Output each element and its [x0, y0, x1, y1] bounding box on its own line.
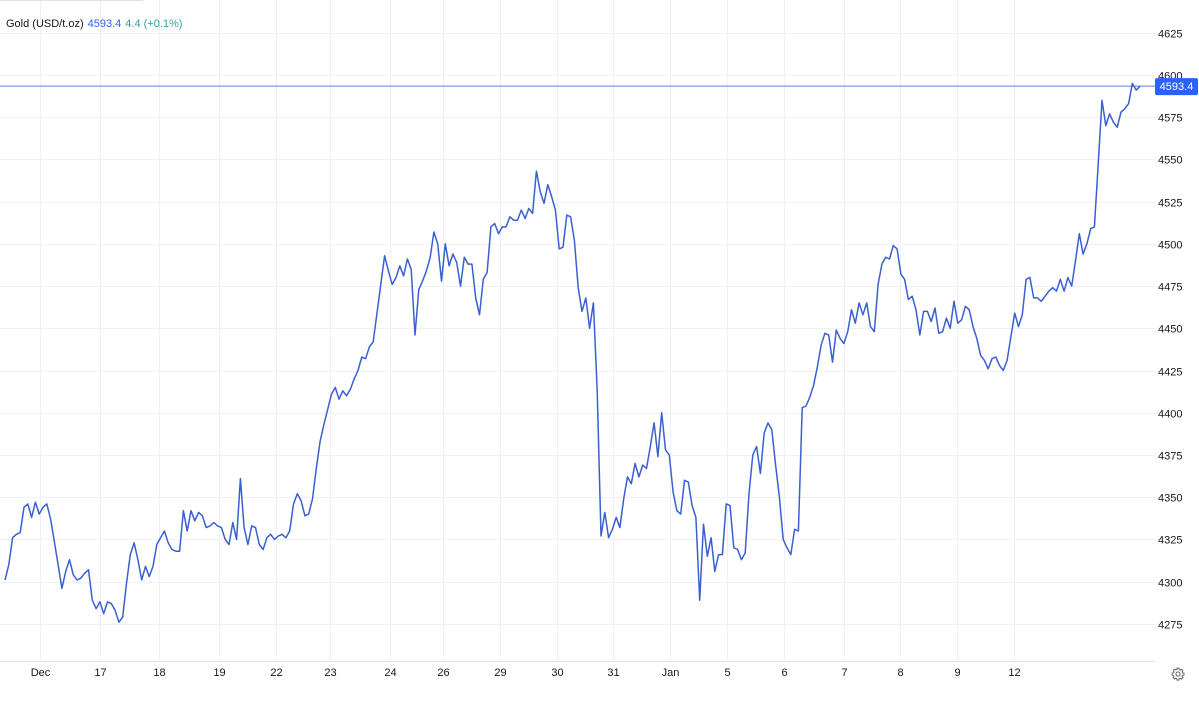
x-tick-label: 26 — [437, 667, 449, 679]
y-tick-label: 4425 — [1158, 367, 1182, 379]
y-tick-label: 4375 — [1158, 451, 1182, 463]
legend-last-value: 4593.4 — [87, 18, 122, 30]
y-tick-label: 4350 — [1158, 493, 1182, 505]
y-tick-label: 4275 — [1158, 620, 1182, 632]
y-tick-label: 4575 — [1158, 113, 1182, 125]
x-tick-label: 8 — [897, 667, 903, 679]
x-tick-label: 30 — [551, 667, 563, 679]
x-tick-label: 17 — [94, 667, 106, 679]
x-tick-label: Jan — [662, 667, 680, 679]
y-tick-label: 4525 — [1158, 198, 1182, 210]
y-tick-label: 4475 — [1158, 282, 1182, 294]
x-tick-label: Dec — [31, 667, 51, 679]
x-tick-label: 24 — [384, 667, 396, 679]
x-tick-label: 29 — [494, 667, 506, 679]
chart-legend: Gold (USD/t.oz) 4593.4 4.4 (+0.1%) — [6, 17, 182, 31]
x-tick-label: 22 — [270, 667, 282, 679]
y-tick-label: 4500 — [1158, 240, 1182, 252]
x-tick-label: 6 — [781, 667, 787, 679]
legend-change: 4.4 (+0.1%) — [125, 18, 183, 30]
price-label-layer: 4593.4 — [1155, 78, 1198, 96]
gear-icon — [1171, 667, 1185, 681]
top-divider — [0, 0, 143, 1]
x-tick-label: 9 — [954, 667, 960, 679]
y-tick-label: 4550 — [1158, 155, 1182, 167]
series-layer — [0, 82, 1155, 623]
y-tick-label: 4400 — [1158, 409, 1182, 421]
y-tick-label: 4625 — [1158, 29, 1182, 41]
axis-layer: 4275 4300 4325 4350 4375 4400 4425 4450 4475 4500… — [0, 29, 1182, 679]
gold-price-line — [4, 82, 1141, 623]
y-tick-label: 4450 — [1158, 324, 1182, 336]
y-tick-label: 4325 — [1158, 535, 1182, 547]
x-tick-label: 18 — [153, 667, 165, 679]
x-tick-label: 7 — [841, 667, 847, 679]
legend-symbol: Gold (USD/t.oz) — [6, 18, 84, 30]
x-tick-label: 12 — [1008, 667, 1020, 679]
last-price-badge — [1155, 78, 1198, 96]
x-tick-label: 5 — [724, 667, 730, 679]
y-tick-label: 4300 — [1158, 578, 1182, 590]
last-price-badge-text: 4593.4 — [1160, 81, 1194, 93]
grid-layer — [0, 0, 1155, 661]
settings-button[interactable] — [1168, 664, 1188, 684]
x-tick-label: 31 — [607, 667, 619, 679]
x-tick-label: 23 — [324, 667, 336, 679]
x-tick-label: 19 — [213, 667, 225, 679]
